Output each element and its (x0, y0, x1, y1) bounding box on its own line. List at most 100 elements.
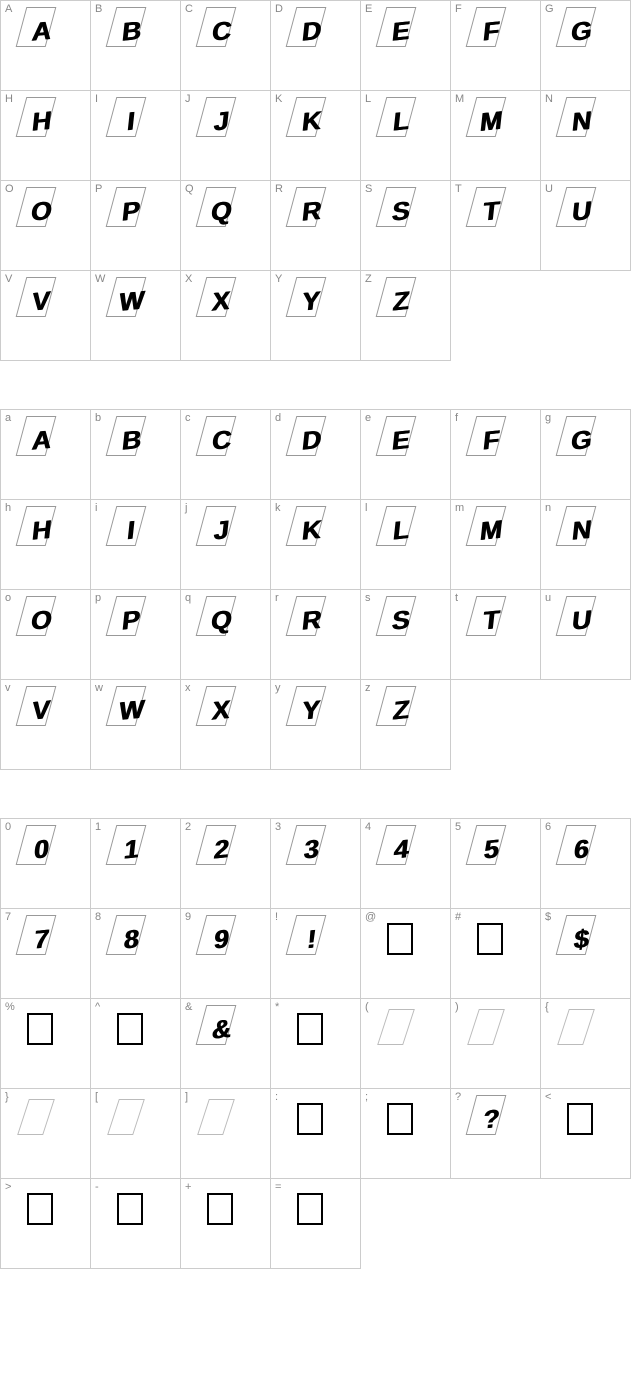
cell-label: g (545, 412, 551, 424)
cell-label: x (185, 682, 191, 694)
charmap-cell: FF (451, 1, 541, 91)
charmap-cell: && (181, 999, 271, 1089)
charmap-cell: oO (1, 590, 91, 680)
glyph-box: & (205, 1007, 237, 1051)
glyph-box: Y (295, 279, 327, 323)
glyph-char: 1 (122, 835, 139, 862)
charmap-cell: ; (361, 1089, 451, 1179)
light-frame (17, 1099, 55, 1135)
cell-label: T (455, 183, 462, 195)
cell-label: 6 (545, 821, 551, 833)
cell-label: U (545, 183, 553, 195)
glyph-box: K (295, 508, 327, 552)
glyph-box: N (565, 508, 597, 552)
charmap-cell: 88 (91, 909, 181, 999)
light-frame (197, 1099, 235, 1135)
charmap-cell: bB (91, 410, 181, 500)
charmap-cell: ] (181, 1089, 271, 1179)
cell-label: Y (275, 273, 282, 285)
charmap-cell: !! (271, 909, 361, 999)
glyph-char: Z (392, 287, 411, 315)
charmap-cell: yY (271, 680, 361, 770)
cell-label: r (275, 592, 279, 604)
glyph-box: P (115, 598, 147, 642)
cell-label: $ (545, 911, 551, 923)
charmap-cell: } (1, 1089, 91, 1179)
cell-label: i (95, 502, 97, 514)
glyph-char: G (569, 426, 592, 454)
cell-label: l (365, 502, 367, 514)
glyph-char: L (392, 516, 411, 544)
charmap-cell: qQ (181, 590, 271, 680)
cell-label: I (95, 93, 98, 105)
glyph-char: F (482, 17, 501, 45)
charmap-cell: jJ (181, 500, 271, 590)
empty-glyph-box (27, 1193, 53, 1225)
glyph-box: R (295, 189, 327, 233)
glyph-char: W (117, 696, 145, 724)
glyph-char: T (482, 606, 501, 634)
charmap-cell: [ (91, 1089, 181, 1179)
glyph-box: K (295, 99, 327, 143)
glyph-box: O (25, 189, 57, 233)
glyph-char: V (31, 287, 51, 315)
glyph-char: P (121, 606, 141, 634)
cell-label: ( (365, 1001, 369, 1013)
cell-label: 5 (455, 821, 461, 833)
glyph-box: M (475, 508, 507, 552)
charmap-cell: wW (91, 680, 181, 770)
charmap-cell: VV (1, 271, 91, 361)
glyph-char: A (30, 426, 52, 454)
cell-label: S (365, 183, 372, 195)
charmap-cell: AA (1, 1, 91, 91)
glyph-box: S (385, 189, 417, 233)
glyph-char: P (121, 197, 141, 225)
charmap-cell: eE (361, 410, 451, 500)
light-frame (107, 1099, 145, 1135)
empty-glyph-box (387, 1103, 413, 1135)
glyph-char: N (570, 107, 592, 135)
glyph-box: N (565, 99, 597, 143)
font-charmap-root: AABBCCDDEEFFGGHHIIJJKKLLMMNNOOPPQQRRSSTT… (0, 0, 640, 1269)
charmap-cell: % (1, 999, 91, 1089)
glyph-box: 9 (205, 917, 237, 961)
charmap-cell: rR (271, 590, 361, 680)
cell-label: 7 (5, 911, 11, 923)
glyph-char: R (300, 197, 322, 225)
cell-label: M (455, 93, 464, 105)
glyph-box: C (205, 9, 237, 53)
cell-label: ^ (95, 1001, 100, 1013)
charmap-cell: 22 (181, 819, 271, 909)
glyph-box: Z (385, 279, 417, 323)
charmap-cell: 00 (1, 819, 91, 909)
glyph-char: D (300, 17, 322, 45)
charmap-cell: CC (181, 1, 271, 91)
glyph-box: Z (385, 688, 417, 732)
empty-glyph-box (297, 1103, 323, 1135)
charmap-cell: II (91, 91, 181, 181)
charmap-cell: UU (541, 181, 631, 271)
charmap-cell: aA (1, 410, 91, 500)
cell-label: f (455, 412, 458, 424)
glyph-box: D (295, 9, 327, 53)
cell-label: = (275, 1181, 281, 1193)
cell-label: w (95, 682, 103, 694)
glyph-box: J (205, 508, 237, 552)
cell-label: * (275, 1001, 279, 1013)
cell-label: a (5, 412, 11, 424)
cell-label: > (5, 1181, 11, 1193)
charmap-cell: = (271, 1179, 361, 1269)
light-frame (557, 1009, 595, 1045)
charmap-cell: ( (361, 999, 451, 1089)
glyph-char: 7 (32, 925, 49, 952)
light-frame (377, 1009, 415, 1045)
cell-label: 1 (95, 821, 101, 833)
cell-label: A (5, 3, 12, 15)
cell-label: W (95, 273, 105, 285)
glyph-box: 1 (115, 827, 147, 871)
empty-glyph-box (117, 1013, 143, 1045)
cell-label: ) (455, 1001, 459, 1013)
charmap-cell: * (271, 999, 361, 1089)
cell-label: b (95, 412, 101, 424)
charmap-cell: PP (91, 181, 181, 271)
